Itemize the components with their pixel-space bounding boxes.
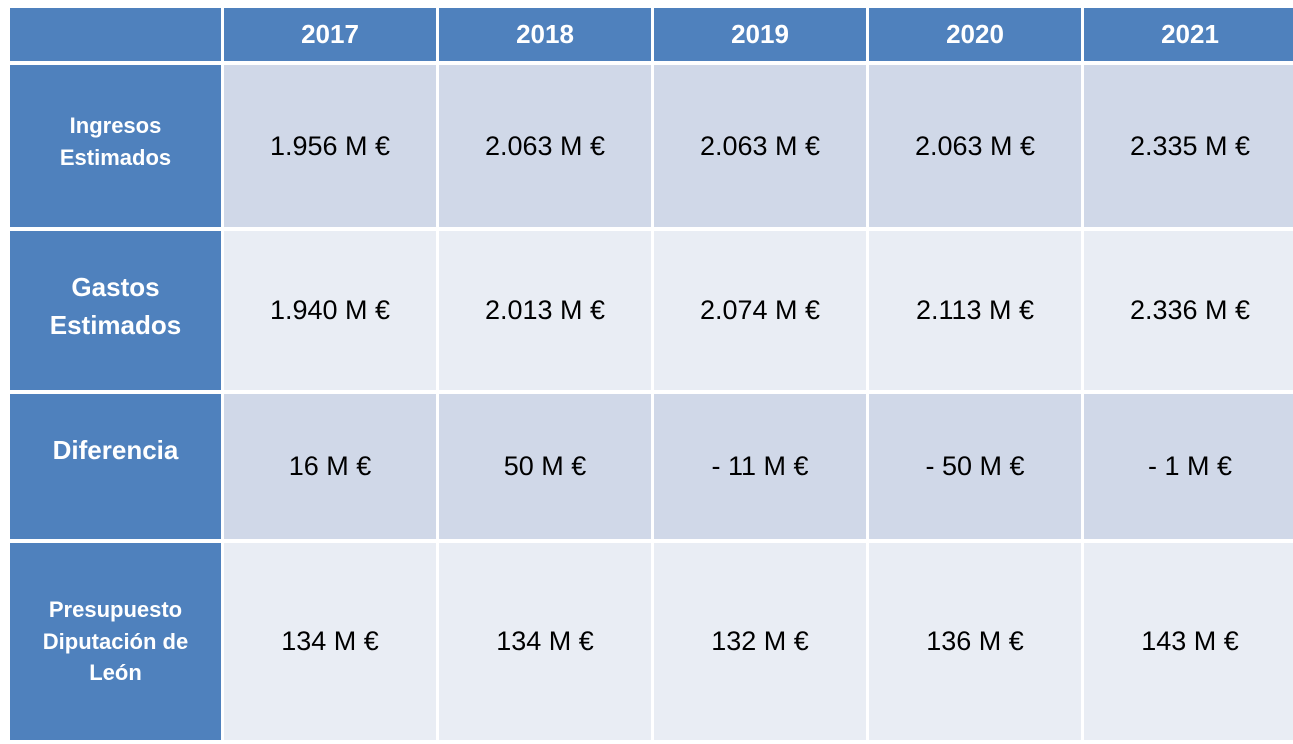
table-cell-gastos-2020: 2.113 M € [869, 231, 1081, 390]
header-corner-cell [10, 8, 221, 61]
budget-table: 2017 2018 2019 2020 2021 Ingresos Estima… [10, 8, 1293, 740]
row-header-line: Estimados [59, 145, 172, 170]
row-header-presupuesto-diputacion: Presupuesto Diputación de León [10, 543, 221, 740]
column-header-2020: 2020 [869, 8, 1081, 61]
row-header-diferencia: Diferencia [10, 394, 221, 539]
table-cell-diferencia-2017: 16 M € [224, 394, 436, 539]
table-cell-presupuesto-2019: 132 M € [654, 543, 866, 740]
row-header-line: Diferencia [52, 435, 179, 465]
table-cell-diferencia-2018: 50 M € [439, 394, 651, 539]
column-header-2018: 2018 [439, 8, 651, 61]
row-header-line: Gastos [71, 271, 160, 302]
row-header-line: Ingresos [69, 113, 162, 139]
table-cell-diferencia-2021: - 1 M € [1084, 394, 1293, 539]
table-cell-presupuesto-2017: 134 M € [224, 543, 436, 740]
table-cell-gastos-2017: 1.940 M € [224, 231, 436, 390]
table-cell-gastos-2021: 2.336 M € [1084, 231, 1293, 390]
row-header-line: Estimados [49, 309, 182, 340]
column-header-2019: 2019 [654, 8, 866, 61]
table-cell-ingresos-2020: 2.063 M € [869, 65, 1081, 227]
row-header-ingresos-estimados: Ingresos Estimados [10, 65, 221, 227]
row-header-line: Diputación de [42, 628, 189, 654]
table-cell-diferencia-2020: - 50 M € [869, 394, 1081, 539]
table-cell-ingresos-2018: 2.063 M € [439, 65, 651, 227]
table-cell-presupuesto-2020: 136 M € [869, 543, 1081, 740]
column-header-2021: 2021 [1084, 8, 1293, 61]
table-cell-ingresos-2021: 2.335 M € [1084, 65, 1293, 227]
table-cell-presupuesto-2021: 143 M € [1084, 543, 1293, 740]
column-header-2017: 2017 [224, 8, 436, 61]
row-header-line: Presupuesto [48, 596, 183, 622]
table-cell-diferencia-2019: - 11 M € [654, 394, 866, 539]
table-cell-presupuesto-2018: 134 M € [439, 543, 651, 740]
table-cell-ingresos-2017: 1.956 M € [224, 65, 436, 227]
row-header-line: León [89, 660, 142, 686]
row-header-gastos-estimados: Gastos Estimados [10, 231, 221, 390]
table-cell-gastos-2019: 2.074 M € [654, 231, 866, 390]
table-cell-ingresos-2019: 2.063 M € [654, 65, 866, 227]
table-cell-gastos-2018: 2.013 M € [439, 231, 651, 390]
